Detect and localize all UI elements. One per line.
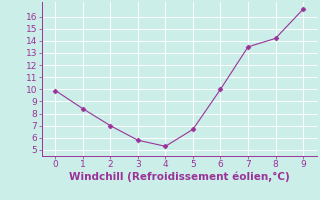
X-axis label: Windchill (Refroidissement éolien,°C): Windchill (Refroidissement éolien,°C) [69, 172, 290, 182]
